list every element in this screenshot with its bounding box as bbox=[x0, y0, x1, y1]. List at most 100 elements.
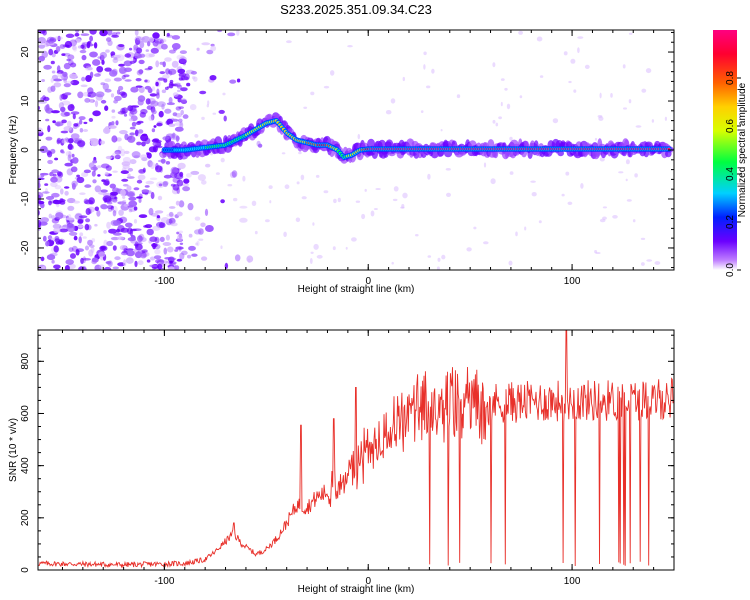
noise-blob bbox=[150, 191, 155, 200]
noise-blob bbox=[157, 195, 163, 201]
noise-blob bbox=[40, 173, 45, 178]
noise-blob bbox=[39, 145, 48, 153]
noise-blob bbox=[114, 196, 118, 200]
noise-blob bbox=[111, 135, 118, 143]
colorbar-tick-label: 0.4 bbox=[725, 167, 736, 181]
noise-blob bbox=[75, 30, 80, 33]
noise-blob bbox=[167, 246, 174, 253]
noise-blob bbox=[76, 176, 85, 184]
noise-blob bbox=[220, 199, 225, 204]
noise-blob bbox=[179, 171, 184, 177]
noise-blob bbox=[176, 211, 183, 217]
y-tick-label: 400 bbox=[20, 457, 31, 474]
noise-blob bbox=[577, 36, 584, 39]
noise-blob bbox=[88, 244, 95, 248]
noise-blob bbox=[45, 240, 50, 247]
noise-blob bbox=[200, 222, 206, 228]
noise-blob bbox=[41, 79, 45, 82]
noise-blob bbox=[112, 245, 117, 251]
noise-blob bbox=[81, 54, 87, 61]
noise-blob bbox=[622, 64, 626, 69]
noise-blob bbox=[168, 256, 175, 263]
noise-blob bbox=[82, 236, 87, 239]
noise-blob bbox=[508, 260, 513, 266]
noise-blob bbox=[183, 178, 190, 184]
noise-blob bbox=[162, 181, 168, 188]
noise-blob bbox=[218, 109, 225, 114]
noise-blob bbox=[168, 97, 173, 104]
noise-blob bbox=[163, 174, 172, 179]
noise-blob bbox=[385, 110, 392, 115]
noise-blob bbox=[158, 222, 166, 229]
noise-blob bbox=[91, 238, 96, 243]
noise-blob bbox=[124, 150, 130, 154]
noise-blob bbox=[524, 226, 527, 231]
noise-blob bbox=[201, 256, 208, 261]
noise-blob bbox=[66, 58, 71, 62]
noise-blob bbox=[63, 186, 70, 189]
noise-blob bbox=[72, 200, 80, 204]
noise-blob bbox=[150, 162, 155, 169]
noise-blob bbox=[337, 197, 341, 203]
noise-blob bbox=[168, 211, 174, 217]
noise-blob bbox=[124, 79, 132, 82]
noise-blob bbox=[61, 139, 67, 144]
noise-blob bbox=[236, 78, 241, 83]
noise-blob bbox=[59, 228, 68, 233]
noise-blob bbox=[92, 110, 101, 117]
noise-blob bbox=[89, 30, 97, 35]
noise-blob bbox=[59, 94, 63, 101]
noise-blob bbox=[94, 206, 100, 212]
noise-blob bbox=[86, 41, 91, 49]
noise-blob bbox=[78, 215, 88, 219]
noise-blob bbox=[73, 123, 79, 127]
noise-blob bbox=[423, 64, 426, 70]
x-tick-label: 0 bbox=[365, 576, 371, 587]
noise-blob bbox=[111, 115, 116, 119]
noise-blob bbox=[118, 63, 125, 67]
noise-blob bbox=[154, 249, 161, 255]
noise-blob bbox=[312, 222, 315, 226]
noise-blob bbox=[187, 202, 194, 211]
noise-blob bbox=[93, 42, 98, 49]
noise-blob bbox=[580, 183, 584, 189]
noise-blob bbox=[301, 196, 307, 200]
noise-blob bbox=[254, 230, 258, 235]
noise-blob bbox=[45, 136, 53, 141]
noise-blob bbox=[129, 159, 137, 165]
noise-blob bbox=[126, 176, 135, 179]
noise-blob bbox=[106, 37, 112, 42]
noise-blob bbox=[137, 99, 144, 106]
noise-blob bbox=[58, 239, 64, 245]
noise-blob bbox=[144, 85, 152, 90]
noise-blob bbox=[205, 163, 211, 168]
y-tick-label: -10 bbox=[20, 191, 31, 206]
noise-blob bbox=[330, 70, 335, 76]
noise-blob bbox=[52, 223, 62, 229]
noise-blob bbox=[161, 103, 165, 110]
noise-blob bbox=[122, 195, 126, 199]
noise-blob bbox=[268, 185, 273, 190]
noise-blob bbox=[172, 184, 180, 191]
noise-blob bbox=[552, 118, 559, 124]
noise-blob bbox=[125, 222, 133, 228]
noise-blob bbox=[64, 162, 73, 167]
noise-blob bbox=[231, 170, 238, 178]
noise-blob bbox=[78, 236, 82, 244]
noise-blob bbox=[151, 86, 156, 91]
noise-blob bbox=[144, 224, 153, 229]
noise-blob bbox=[160, 217, 170, 224]
noise-blob bbox=[47, 125, 51, 133]
noise-blob bbox=[152, 242, 157, 250]
noise-blob bbox=[89, 51, 98, 58]
x-tick-label: 100 bbox=[564, 276, 581, 287]
noise-blob bbox=[191, 253, 198, 257]
noise-blob bbox=[100, 204, 109, 210]
noise-blob bbox=[50, 77, 54, 83]
noise-blob bbox=[178, 230, 183, 234]
y-tick-label: -20 bbox=[20, 240, 31, 255]
noise-blob bbox=[44, 183, 49, 186]
noise-blob bbox=[158, 38, 167, 43]
noise-blob bbox=[175, 135, 180, 143]
noise-blob bbox=[391, 261, 394, 265]
